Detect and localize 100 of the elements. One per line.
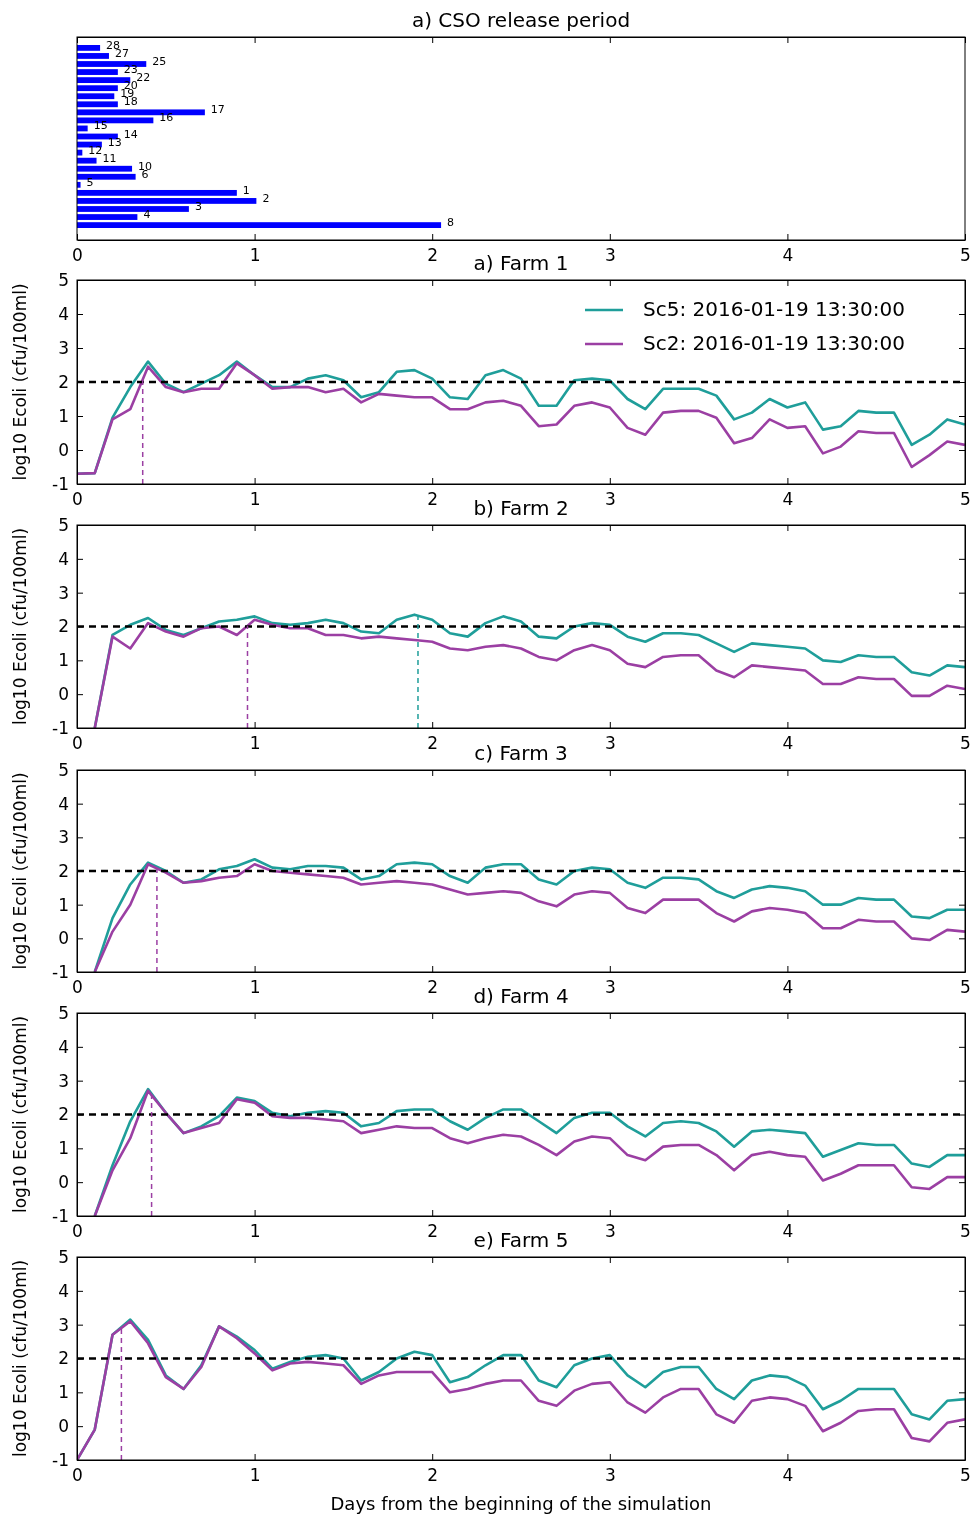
y-tick-label: 2 bbox=[58, 1348, 69, 1369]
y-tick-label: 2 bbox=[58, 860, 69, 881]
bar bbox=[77, 222, 442, 228]
x-tick-label: 2 bbox=[427, 733, 439, 754]
legend-label: Sc5: 2016-01-19 13:30:00 bbox=[643, 296, 905, 321]
y-tick-label: 8 bbox=[447, 216, 455, 230]
bar bbox=[77, 101, 118, 108]
y-tick-label: 12 bbox=[88, 143, 103, 157]
y-tick-label: 14 bbox=[123, 127, 138, 141]
y-tick-label: 13 bbox=[107, 135, 122, 149]
x-tick-label: 3 bbox=[604, 977, 616, 998]
y-tick-label: 1 bbox=[58, 1382, 69, 1403]
y-tick-label: 5 bbox=[58, 269, 69, 290]
y-axis-title: log10 Ecoli (cfu/100ml) bbox=[10, 283, 30, 481]
y-tick-label: 5 bbox=[58, 514, 69, 535]
y-tick-label: 5 bbox=[86, 175, 94, 189]
y-tick-label: 3 bbox=[58, 827, 69, 848]
y-tick-label: 4 bbox=[58, 1036, 69, 1057]
y-tick-label: 2 bbox=[58, 1104, 69, 1125]
y-tick-label: 0 bbox=[58, 1172, 69, 1193]
bar bbox=[77, 69, 118, 75]
chart-title: b) Farm 2 bbox=[473, 496, 569, 520]
chart-title: a) Farm 1 bbox=[473, 251, 569, 275]
y-tick-label: 4 bbox=[58, 1280, 69, 1301]
bar bbox=[77, 173, 136, 180]
y-axis-title: log10 Ecoli (cfu/100ml) bbox=[10, 772, 30, 970]
x-tick-label: 2 bbox=[427, 1465, 439, 1486]
y-axis-title: log10 Ecoli (cfu/100ml) bbox=[10, 1015, 30, 1214]
x-tick-label: 0 bbox=[72, 245, 83, 266]
x-tick-label: 0 bbox=[72, 733, 83, 754]
x-tick-label: 4 bbox=[782, 489, 794, 510]
y-tick-label: 4 bbox=[143, 208, 151, 222]
bar bbox=[77, 45, 101, 51]
y-tick-label: -1 bbox=[52, 1205, 69, 1226]
y-tick-label: 4 bbox=[58, 548, 69, 569]
x-tick-label: 0 bbox=[72, 1465, 83, 1486]
chart-title: e) Farm 5 bbox=[473, 1228, 569, 1252]
x-tick-label: 2 bbox=[427, 245, 439, 266]
y-axis-title: log10 Ecoli (cfu/100ml) bbox=[10, 1259, 30, 1458]
y-tick-label: 0 bbox=[58, 928, 69, 949]
x-tick-label: 3 bbox=[604, 489, 616, 510]
chart-title: d) Farm 4 bbox=[473, 984, 569, 1008]
y-tick-label: -1 bbox=[52, 1449, 69, 1470]
x-tick-label: 4 bbox=[782, 245, 794, 266]
x-tick-label: 5 bbox=[960, 1465, 971, 1486]
y-tick-label: 17 bbox=[210, 103, 225, 117]
bar bbox=[77, 85, 118, 92]
y-tick-label: 1 bbox=[58, 650, 69, 671]
y-tick-label: 3 bbox=[58, 1070, 69, 1091]
x-tick-label: 0 bbox=[72, 977, 83, 998]
x-tick-label: 2 bbox=[427, 489, 439, 510]
y-tick-label: 3 bbox=[58, 337, 69, 358]
y-tick-label: 0 bbox=[58, 1416, 69, 1437]
x-tick-label: 2 bbox=[427, 1221, 439, 1242]
y-tick-label: -1 bbox=[52, 473, 69, 494]
bar bbox=[77, 214, 138, 220]
y-tick-label: 15 bbox=[93, 119, 108, 133]
x-tick-label: 3 bbox=[604, 1221, 616, 1242]
y-tick-label: 2 bbox=[58, 616, 69, 637]
y-tick-label: 5 bbox=[58, 759, 69, 780]
y-axis-title: log10 Ecoli (cfu/100ml) bbox=[10, 527, 30, 726]
x-tick-label: 3 bbox=[604, 733, 616, 754]
x-tick-label: 2 bbox=[427, 977, 439, 998]
x-tick-label: 3 bbox=[604, 1465, 616, 1486]
x-tick-label: 4 bbox=[782, 733, 794, 754]
x-tick-label: 3 bbox=[604, 245, 616, 266]
y-tick-label: 23 bbox=[123, 63, 138, 77]
y-tick-label: 4 bbox=[58, 793, 69, 814]
legend-label: Sc2: 2016-01-19 13:30:00 bbox=[643, 330, 905, 355]
x-tick-label: 5 bbox=[960, 733, 971, 754]
y-tick-label: 11 bbox=[102, 151, 117, 165]
bar bbox=[77, 189, 237, 196]
y-tick-label: 5 bbox=[58, 1002, 69, 1023]
x-tick-label: 5 bbox=[960, 489, 971, 510]
y-tick-label: 4 bbox=[58, 303, 69, 324]
x-tick-label: 5 bbox=[960, 977, 971, 998]
x-tick-label: 0 bbox=[72, 489, 83, 510]
bar bbox=[77, 206, 189, 212]
y-tick-label: 16 bbox=[159, 111, 174, 125]
x-axis-title: Days from the beginning of the simulation bbox=[330, 1493, 712, 1514]
y-tick-label: 0 bbox=[58, 439, 69, 460]
y-tick-label: 5 bbox=[58, 1246, 69, 1267]
bar bbox=[77, 198, 257, 204]
chart-title: a) CSO release period bbox=[411, 8, 631, 32]
chart-title: c) Farm 3 bbox=[474, 741, 568, 765]
y-tick-label: 3 bbox=[58, 582, 69, 603]
y-tick-label: 3 bbox=[58, 1314, 69, 1335]
bar bbox=[77, 53, 109, 59]
y-tick-label: 1 bbox=[58, 894, 69, 915]
y-tick-label: -1 bbox=[52, 717, 69, 738]
x-tick-label: 4 bbox=[782, 977, 794, 998]
y-tick-label: 22 bbox=[136, 71, 151, 85]
y-tick-label: -1 bbox=[52, 961, 69, 982]
x-tick-label: 5 bbox=[960, 1221, 971, 1242]
bar bbox=[77, 157, 97, 164]
y-tick-label: 1 bbox=[58, 1138, 69, 1159]
y-tick-label: 1 bbox=[58, 405, 69, 426]
x-tick-label: 0 bbox=[72, 1221, 83, 1242]
y-tick-label: 0 bbox=[58, 684, 69, 705]
x-tick-label: 4 bbox=[782, 1465, 794, 1486]
